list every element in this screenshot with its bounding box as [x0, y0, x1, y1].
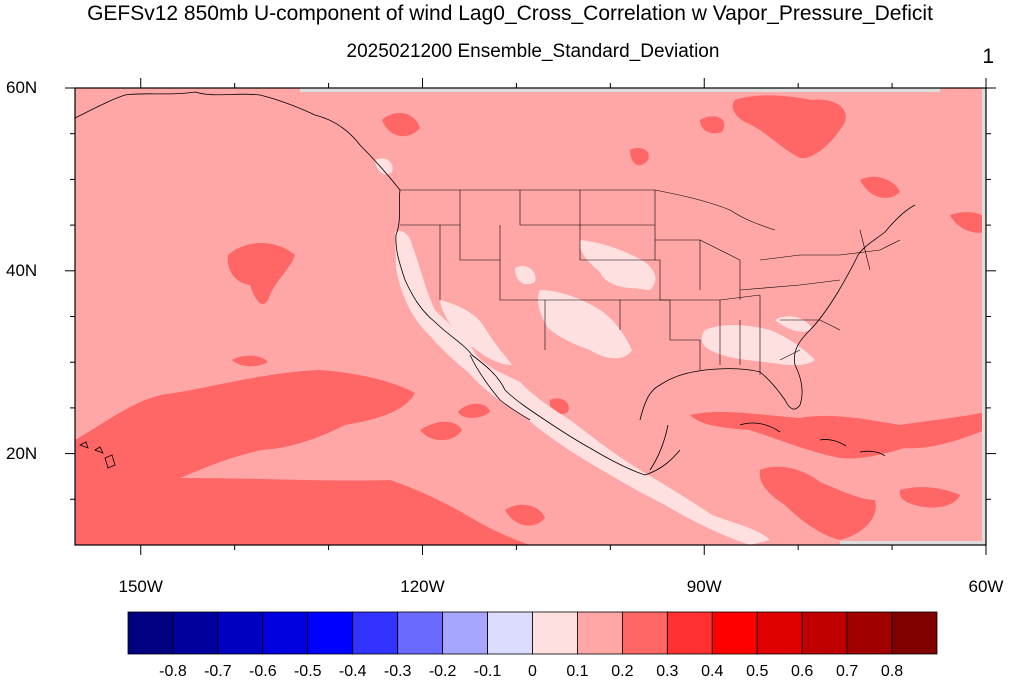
lat-label: 20N: [6, 443, 38, 463]
colorbar-swatch: [217, 611, 264, 655]
low-value-regions: [375, 158, 815, 546]
panel-number: 1: [982, 45, 994, 68]
lon-label: 60W: [968, 577, 1004, 596]
lon-label: 120W: [400, 577, 445, 596]
colorbar: [127, 611, 938, 655]
colorbar-swatch: [262, 611, 309, 655]
lon-label: 150W: [118, 577, 163, 596]
colorbar-swatch: [442, 611, 488, 655]
colorbar-swatch: [891, 611, 938, 655]
colorbar-swatch: [127, 611, 174, 655]
map-background: [75, 88, 986, 545]
colorbar-swatch: [711, 611, 758, 655]
colorbar-swatch: [487, 611, 533, 655]
map-subtitle: 2025021200 Ensemble_Standard_Deviation: [346, 41, 720, 62]
colorbar-swatch: [846, 611, 893, 655]
lat-label: 40N: [6, 260, 38, 280]
colorbar-label: 0.8: [880, 663, 904, 680]
colorbar-swatch: [801, 611, 848, 655]
colorbar-label: 0.4: [701, 663, 724, 680]
colorbar-label: 0.5: [746, 663, 769, 680]
colorbar-swatch: [621, 611, 668, 655]
colorbar-swatch: [172, 611, 219, 655]
lon-label: 90W: [686, 577, 722, 596]
map-plot: [65, 78, 996, 555]
high-value-regions: [75, 95, 985, 545]
colorbar-label: 0.7: [835, 663, 859, 680]
map-title: GEFSv12 850mb U-component of wind Lag0_C…: [87, 2, 933, 25]
colorbar-swatch: [666, 611, 713, 655]
colorbar-label: -0.4: [338, 663, 367, 680]
colorbar-swatch: [577, 611, 623, 655]
colorbar-label: 0.3: [656, 663, 679, 680]
colorbar-label: -0.3: [383, 663, 412, 680]
colorbar-swatch: [352, 611, 399, 655]
colorbar-swatch: [532, 611, 578, 655]
colorbar-label: 0.2: [611, 663, 634, 680]
colorbar-label: -0.1: [473, 663, 502, 680]
colorbar-label: -0.8: [159, 663, 187, 680]
missing-edges: [300, 88, 986, 545]
colorbar-label: -0.7: [204, 663, 232, 680]
colorbar-swatch: [307, 611, 354, 655]
colorbar-label: -0.2: [428, 663, 457, 680]
axis-ticks: [65, 78, 996, 555]
state-borders: [400, 189, 901, 375]
colorbar-swatch: [397, 611, 444, 655]
colorbar-label: 0.6: [791, 663, 814, 680]
colorbar-label: -0.5: [293, 663, 322, 680]
lat-label: 60N: [6, 78, 38, 97]
colorbar-label: 0.1: [566, 663, 589, 680]
colorbar-swatch: [756, 611, 803, 655]
colorbar-label: 0: [528, 663, 537, 680]
colorbar-label: -0.6: [249, 663, 277, 680]
